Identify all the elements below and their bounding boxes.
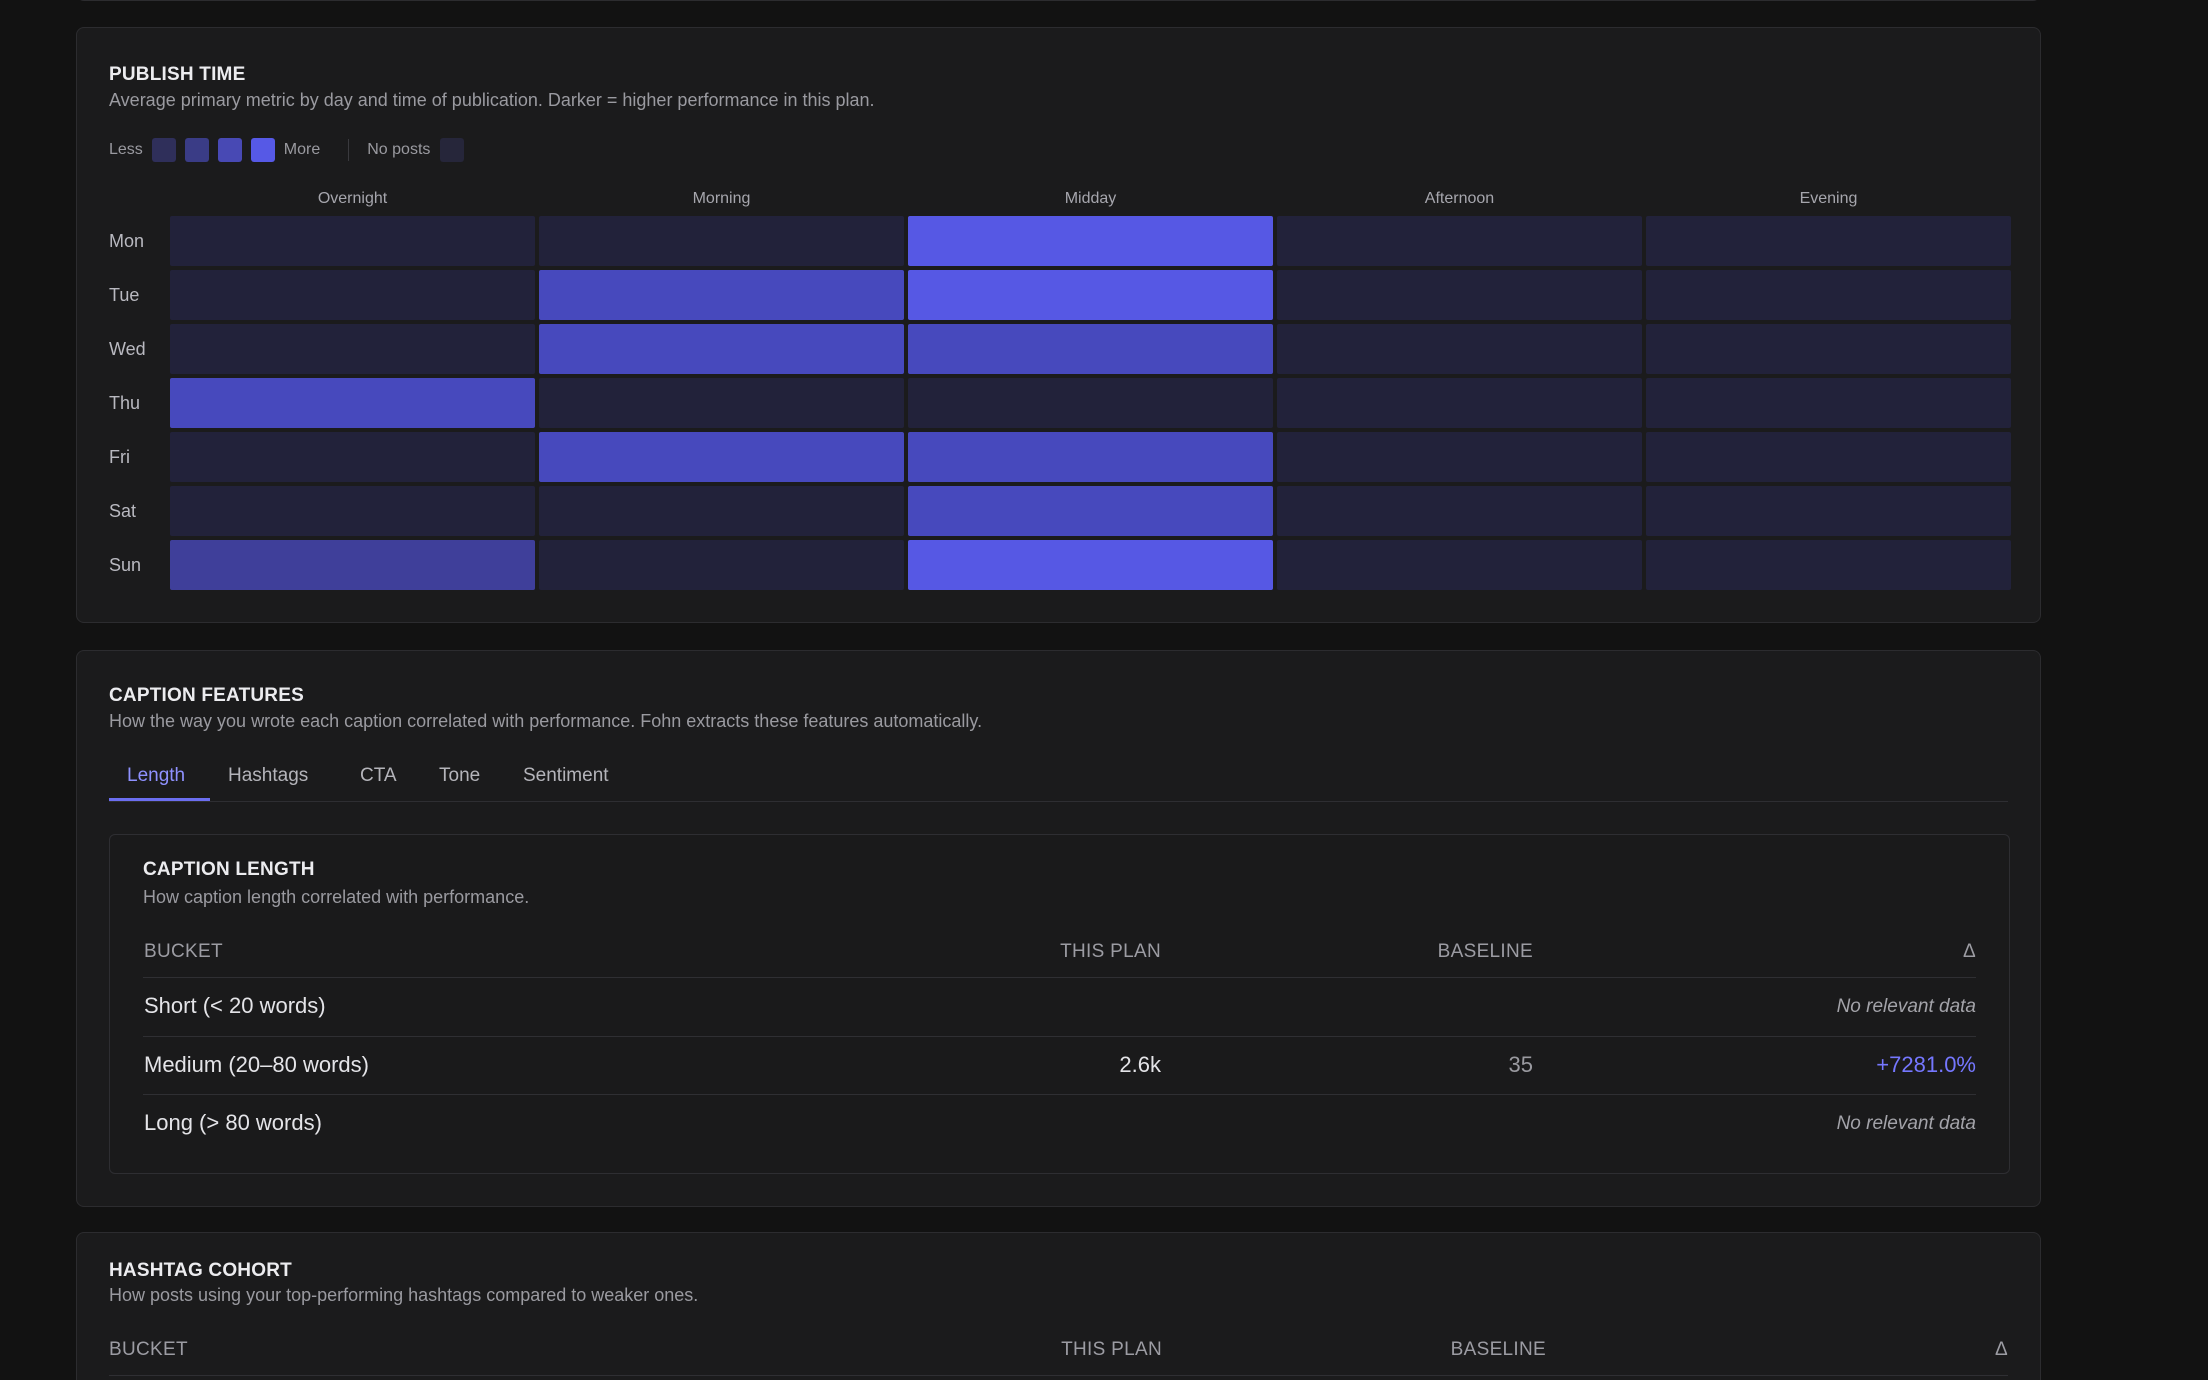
heatmap-cell-sat-overnight[interactable] xyxy=(170,486,535,536)
heatmap-cell-thu-morning[interactable] xyxy=(539,378,904,428)
heatmap-cell-sat-morning[interactable] xyxy=(539,486,904,536)
table-divider xyxy=(143,977,1976,978)
caption-feature-tabs: Length Hashtags CTA Tone Sentiment xyxy=(109,759,2008,802)
table-divider xyxy=(143,1094,1976,1095)
legend-swatch-1 xyxy=(151,138,176,162)
heatmap-cell-mon-evening[interactable] xyxy=(1646,216,2011,266)
publish-time-title: PUBLISH TIME xyxy=(109,64,246,85)
row-bucket-short: Short (< 20 words) xyxy=(144,993,326,1018)
hashtag-cohort-subtitle: How posts using your top-performing hash… xyxy=(109,1285,699,1305)
heatmap-cell-fri-midday[interactable] xyxy=(908,432,1273,482)
caption-features-title: CAPTION FEATURES xyxy=(109,685,304,706)
caption-features-subtitle: How the way you wrote each caption corre… xyxy=(109,711,983,731)
tab-tone[interactable]: Tone xyxy=(439,765,481,786)
heatmap-cell-sat-afternoon[interactable] xyxy=(1277,486,1642,536)
publish-time-subtitle: Average primary metric by day and time o… xyxy=(109,90,875,110)
legend-no-posts-label: No posts xyxy=(367,141,431,158)
col-header-baseline: BASELINE xyxy=(1437,941,1533,962)
heatmap-row-tue: Tue xyxy=(109,285,140,305)
heatmap-cell-sun-afternoon[interactable] xyxy=(1277,540,1642,590)
heatmap-cell-tue-overnight[interactable] xyxy=(170,270,535,320)
heatmap-cell-tue-morning[interactable] xyxy=(539,270,904,320)
heatmap-cell-tue-afternoon[interactable] xyxy=(1277,270,1642,320)
col-header-bucket: BUCKET xyxy=(144,941,223,962)
heatmap-column-evening: Evening xyxy=(1799,190,1858,207)
heatmap-cell-mon-overnight[interactable] xyxy=(170,216,535,266)
heatmap-cell-mon-morning[interactable] xyxy=(539,216,904,266)
heatmap-row-fri: Fri xyxy=(109,447,130,467)
hashtag-cohort-card: HASHTAG COHORT How posts using your top-… xyxy=(76,1232,2041,1380)
tab-sentiment[interactable]: Sentiment xyxy=(523,765,609,786)
legend-more-label: More xyxy=(283,141,321,158)
col-header-baseline: BASELINE xyxy=(1450,1339,1546,1360)
legend-swatch-4 xyxy=(250,138,275,162)
legend-no-posts-swatch xyxy=(440,138,465,162)
heatmap-row-sat: Sat xyxy=(109,501,137,521)
heatmap-cell-thu-afternoon[interactable] xyxy=(1277,378,1642,428)
heatmap-cell-sun-evening[interactable] xyxy=(1646,540,2011,590)
heatmap-column-afternoon: Afternoon xyxy=(1424,190,1495,207)
heatmap-cell-sat-midday[interactable] xyxy=(908,486,1273,536)
row-medium-this-plan: 2.6k xyxy=(1119,1052,1161,1077)
caption-length-subtitle: How caption length correlated with perfo… xyxy=(143,887,530,907)
heatmap-column-midday: Midday xyxy=(1064,190,1117,207)
heatmap-cell-wed-midday[interactable] xyxy=(908,324,1273,374)
heatmap-column-morning: Morning xyxy=(692,190,751,207)
previous-card-edge xyxy=(76,0,2041,1)
heatmap-cell-wed-afternoon[interactable] xyxy=(1277,324,1642,374)
col-header-this-plan: THIS PLAN xyxy=(1060,941,1161,962)
publish-time-card: PUBLISH TIME Average primary metric by d… xyxy=(76,27,2041,623)
legend-less-label: Less xyxy=(109,141,143,158)
row-medium-delta: +7281.0% xyxy=(1876,1052,1976,1077)
heatmap-cell-thu-midday[interactable] xyxy=(908,378,1273,428)
row-short-note: No relevant data xyxy=(1836,996,1976,1017)
tab-cta[interactable]: CTA xyxy=(360,765,397,786)
hashtag-cohort-title: HASHTAG COHORT xyxy=(109,1260,292,1281)
heatmap-cell-fri-morning[interactable] xyxy=(539,432,904,482)
heatmap-cell-tue-midday[interactable] xyxy=(908,270,1273,320)
heatmap-cell-sat-evening[interactable] xyxy=(1646,486,2011,536)
heatmap-cell-sun-overnight[interactable] xyxy=(170,540,535,590)
heatmap-cell-fri-evening[interactable] xyxy=(1646,432,2011,482)
heatmap-cell-mon-midday[interactable] xyxy=(908,216,1273,266)
heatmap-legend: Less More No posts xyxy=(109,138,465,162)
row-long-note: No relevant data xyxy=(1836,1113,1976,1134)
heatmap-cell-mon-afternoon[interactable] xyxy=(1277,216,1642,266)
tab-hashtags[interactable]: Hashtags xyxy=(228,765,309,786)
heatmap-cell-fri-afternoon[interactable] xyxy=(1277,432,1642,482)
tab-length[interactable]: Length xyxy=(109,759,210,801)
col-header-delta: Δ xyxy=(1963,941,1976,962)
heatmap-column-overnight: Overnight xyxy=(317,190,388,207)
heatmap-row-thu: Thu xyxy=(109,393,141,413)
heatmap-cell-thu-evening[interactable] xyxy=(1646,378,2011,428)
table-divider xyxy=(109,1375,2008,1376)
legend-swatch-3 xyxy=(217,138,242,162)
row-bucket-medium: Medium (20–80 words) xyxy=(144,1052,369,1077)
heatmap-cell-wed-morning[interactable] xyxy=(539,324,904,374)
heatmap-cell-thu-overnight[interactable] xyxy=(170,378,535,428)
col-header-delta: Δ xyxy=(1995,1339,2008,1360)
caption-length-panel: CAPTION LENGTH How caption length correl… xyxy=(109,834,2010,1174)
heatmap-cell-sun-morning[interactable] xyxy=(539,540,904,590)
heatmap-cell-wed-overnight[interactable] xyxy=(170,324,535,374)
heatmap-cell-fri-overnight[interactable] xyxy=(170,432,535,482)
legend-divider xyxy=(348,139,350,161)
table-divider xyxy=(143,1036,1976,1037)
caption-features-card: CAPTION FEATURES How the way you wrote e… xyxy=(76,650,2041,1207)
heatmap-row-mon: Mon xyxy=(109,231,145,251)
row-medium-baseline: 35 xyxy=(1508,1052,1533,1077)
heatmap-cell-sun-midday[interactable] xyxy=(908,540,1273,590)
heatmap-row-wed: Wed xyxy=(109,339,146,359)
col-header-bucket: BUCKET xyxy=(109,1339,188,1360)
col-header-this-plan: THIS PLAN xyxy=(1061,1339,1162,1360)
caption-length-title: CAPTION LENGTH xyxy=(143,859,315,880)
row-bucket-long: Long (> 80 words) xyxy=(144,1110,322,1135)
legend-swatch-2 xyxy=(184,138,209,162)
heatmap-row-sun: Sun xyxy=(109,555,142,575)
heatmap-cell-tue-evening[interactable] xyxy=(1646,270,2011,320)
heatmap-cell-wed-evening[interactable] xyxy=(1646,324,2011,374)
